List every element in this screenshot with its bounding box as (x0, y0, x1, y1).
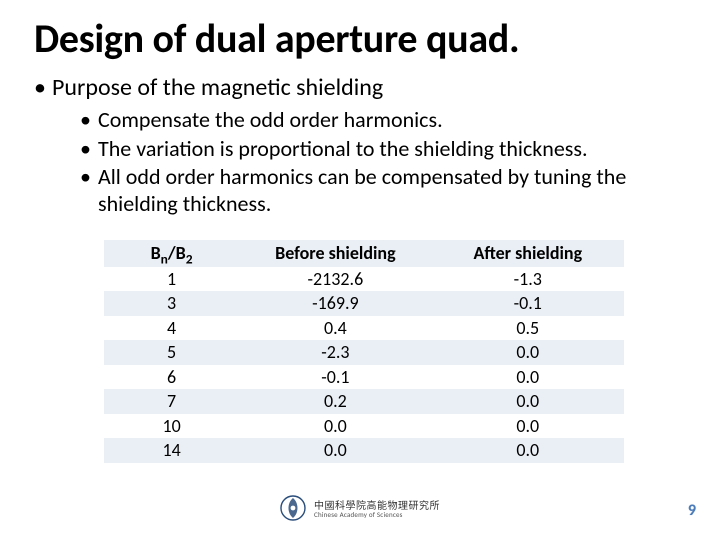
footer-org-en: Chinese Academy of Sciences (314, 511, 440, 519)
cell: -169.9 (239, 291, 431, 316)
cell: 0.5 (432, 316, 624, 341)
cell: 14 (104, 438, 239, 463)
table-row: 6-0.10.0 (104, 365, 624, 390)
cell: 4 (104, 316, 239, 341)
cell: -2.3 (239, 340, 431, 365)
bullet-main: Purpose of the magnetic shielding Compen… (34, 74, 686, 218)
cell: 0.2 (239, 389, 431, 414)
table-body: 1-2132.6-1.3 3-169.9-0.1 40.40.5 5-2.30.… (104, 267, 624, 463)
table-row: 140.00.0 (104, 438, 624, 463)
cell: 0.0 (432, 414, 624, 439)
cell: 6 (104, 365, 239, 390)
col-header-before: Before shielding (239, 240, 431, 267)
cell: 0.4 (239, 316, 431, 341)
slide-title: Design of dual aperture quad. (34, 18, 686, 60)
cell: 3 (104, 291, 239, 316)
table-header-row: Bn/B2 Before shielding After shielding (104, 240, 624, 267)
col-header-after: After shielding (432, 240, 624, 267)
cell: 0.0 (239, 438, 431, 463)
sub-bullet: Compensate the odd order harmonics. (80, 107, 686, 134)
sub-bullet: All odd order harmonics can be compensat… (80, 164, 686, 218)
cell: 0.0 (432, 365, 624, 390)
cell: 0.0 (239, 414, 431, 439)
slide: Design of dual aperture quad. Purpose of… (0, 0, 720, 540)
cell: -0.1 (432, 291, 624, 316)
cell: -2132.6 (239, 267, 431, 292)
cell: 0.0 (432, 340, 624, 365)
table-row: 70.20.0 (104, 389, 624, 414)
harmonics-table-wrap: Bn/B2 Before shielding After shielding 1… (104, 240, 624, 463)
bullet-main-text: Purpose of the magnetic shielding (52, 73, 383, 102)
cell: 0.0 (432, 389, 624, 414)
cell: 10 (104, 414, 239, 439)
cell: -0.1 (239, 365, 431, 390)
ihep-emblem-icon (280, 495, 306, 524)
table-row: 5-2.30.0 (104, 340, 624, 365)
table-row: 3-169.9-0.1 (104, 291, 624, 316)
cell: 7 (104, 389, 239, 414)
harmonics-table: Bn/B2 Before shielding After shielding 1… (104, 240, 624, 463)
footer-org-text: 中國科學院高能物理研究所 Chinese Academy of Sciences (314, 500, 440, 519)
cell: -1.3 (432, 267, 624, 292)
cell: 1 (104, 267, 239, 292)
table-row: 1-2132.6-1.3 (104, 267, 624, 292)
col-header-ratio: Bn/B2 (104, 240, 239, 267)
footer-org-logo: 中國科學院高能物理研究所 Chinese Academy of Sciences (280, 495, 440, 524)
cell: 5 (104, 340, 239, 365)
page-number: 9 (688, 501, 696, 520)
cell: 0.0 (432, 438, 624, 463)
bullet-list-level2: Compensate the odd order harmonics. The … (52, 107, 686, 218)
table-row: 40.40.5 (104, 316, 624, 341)
table-row: 100.00.0 (104, 414, 624, 439)
sub-bullet: The variation is proportional to the shi… (80, 136, 686, 163)
bullet-list-level1: Purpose of the magnetic shielding Compen… (34, 74, 686, 218)
